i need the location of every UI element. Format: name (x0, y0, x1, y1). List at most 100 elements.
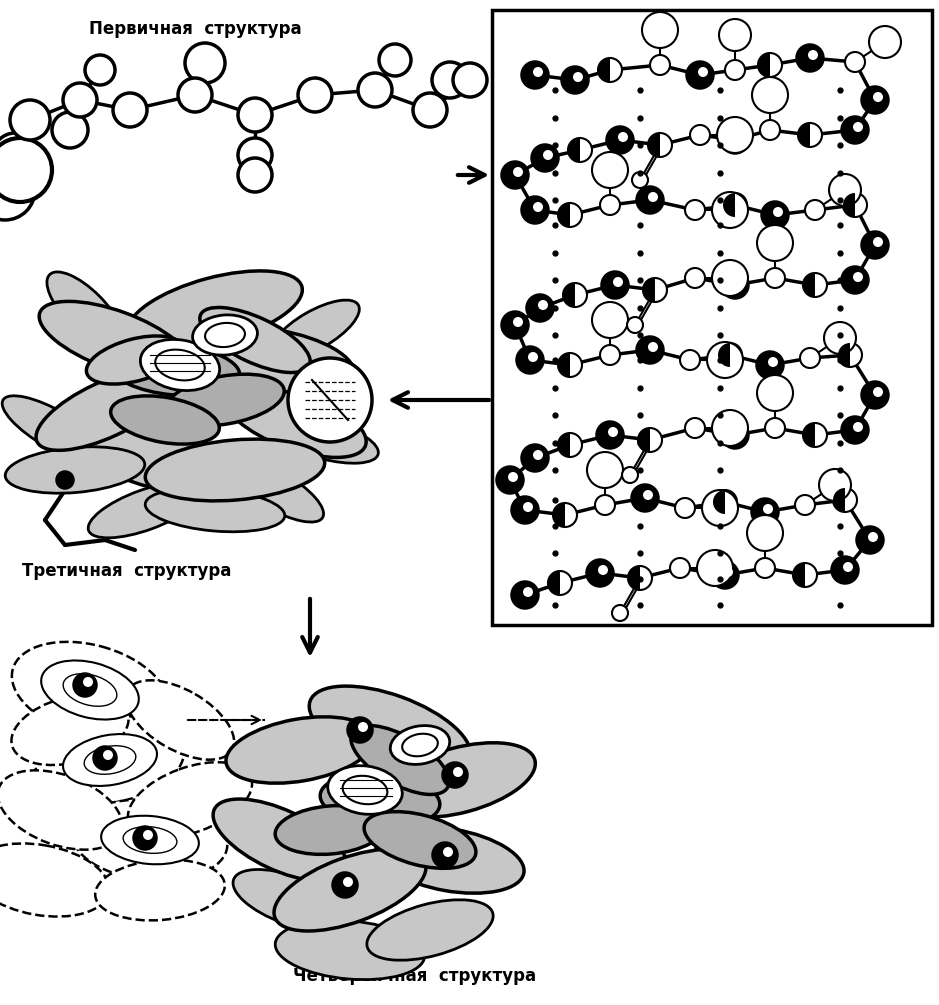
Circle shape (717, 117, 753, 153)
Text: Третичная  структура: Третичная структура (22, 562, 231, 580)
Ellipse shape (213, 799, 346, 881)
Circle shape (52, 112, 88, 148)
Wedge shape (598, 58, 610, 82)
Circle shape (573, 72, 583, 82)
Ellipse shape (123, 827, 177, 853)
Circle shape (793, 563, 817, 587)
Circle shape (670, 558, 690, 578)
Ellipse shape (226, 458, 324, 522)
Ellipse shape (376, 827, 524, 893)
Circle shape (757, 375, 793, 411)
Circle shape (718, 343, 742, 367)
Circle shape (568, 138, 592, 162)
Ellipse shape (88, 482, 202, 538)
Circle shape (333, 873, 357, 897)
Circle shape (533, 202, 543, 212)
Circle shape (607, 127, 633, 153)
Circle shape (838, 343, 862, 367)
Circle shape (873, 237, 883, 247)
Circle shape (845, 52, 865, 72)
Ellipse shape (155, 350, 205, 381)
Circle shape (358, 722, 368, 732)
Ellipse shape (205, 323, 245, 347)
Circle shape (702, 490, 738, 526)
Circle shape (853, 422, 863, 432)
Wedge shape (563, 283, 575, 307)
Circle shape (348, 718, 372, 742)
Circle shape (543, 150, 553, 160)
Circle shape (722, 422, 748, 448)
Ellipse shape (36, 717, 184, 804)
Circle shape (238, 158, 272, 192)
Circle shape (638, 428, 662, 452)
Circle shape (598, 565, 608, 575)
Ellipse shape (126, 680, 234, 760)
Circle shape (632, 485, 658, 511)
Circle shape (443, 763, 467, 787)
Circle shape (238, 138, 272, 172)
Circle shape (522, 62, 548, 88)
Circle shape (358, 73, 392, 107)
Circle shape (238, 98, 272, 132)
Circle shape (522, 197, 548, 223)
Ellipse shape (77, 426, 233, 493)
Circle shape (533, 67, 543, 77)
Ellipse shape (110, 345, 239, 396)
Circle shape (563, 283, 587, 307)
Wedge shape (548, 571, 560, 595)
Circle shape (627, 317, 643, 333)
Circle shape (869, 26, 901, 58)
Circle shape (648, 192, 658, 202)
Circle shape (862, 382, 888, 408)
Circle shape (805, 200, 825, 220)
Circle shape (513, 317, 523, 327)
Circle shape (74, 674, 96, 696)
Wedge shape (628, 566, 640, 590)
Wedge shape (558, 203, 570, 227)
Circle shape (833, 488, 857, 512)
Ellipse shape (391, 726, 450, 765)
Ellipse shape (233, 869, 347, 931)
Circle shape (873, 92, 883, 102)
Bar (492, 10, 932, 625)
Circle shape (628, 566, 652, 590)
Circle shape (512, 582, 538, 608)
Circle shape (512, 497, 538, 523)
Ellipse shape (63, 734, 157, 786)
Circle shape (687, 62, 713, 88)
Circle shape (288, 358, 372, 442)
Circle shape (762, 202, 788, 228)
Circle shape (533, 450, 543, 460)
Circle shape (719, 19, 751, 51)
Ellipse shape (364, 812, 476, 868)
Ellipse shape (128, 762, 252, 838)
Circle shape (553, 502, 577, 527)
Circle shape (707, 342, 743, 378)
Circle shape (558, 353, 582, 377)
Circle shape (508, 472, 518, 482)
Ellipse shape (95, 859, 224, 921)
Ellipse shape (128, 271, 302, 349)
Ellipse shape (275, 806, 385, 854)
Circle shape (527, 295, 553, 321)
Circle shape (432, 62, 468, 98)
Wedge shape (798, 123, 810, 147)
Ellipse shape (275, 921, 424, 980)
Circle shape (722, 272, 748, 298)
Circle shape (548, 571, 572, 595)
Ellipse shape (226, 717, 374, 783)
Circle shape (760, 120, 780, 140)
Circle shape (712, 562, 738, 588)
Circle shape (873, 387, 883, 397)
Circle shape (0, 160, 35, 220)
Circle shape (0, 133, 37, 177)
Circle shape (587, 452, 623, 488)
Circle shape (712, 410, 748, 446)
Ellipse shape (2, 396, 108, 464)
Circle shape (832, 557, 858, 583)
Circle shape (685, 268, 705, 288)
Circle shape (803, 273, 827, 297)
Ellipse shape (270, 300, 360, 360)
Ellipse shape (328, 766, 402, 814)
Ellipse shape (146, 488, 285, 532)
